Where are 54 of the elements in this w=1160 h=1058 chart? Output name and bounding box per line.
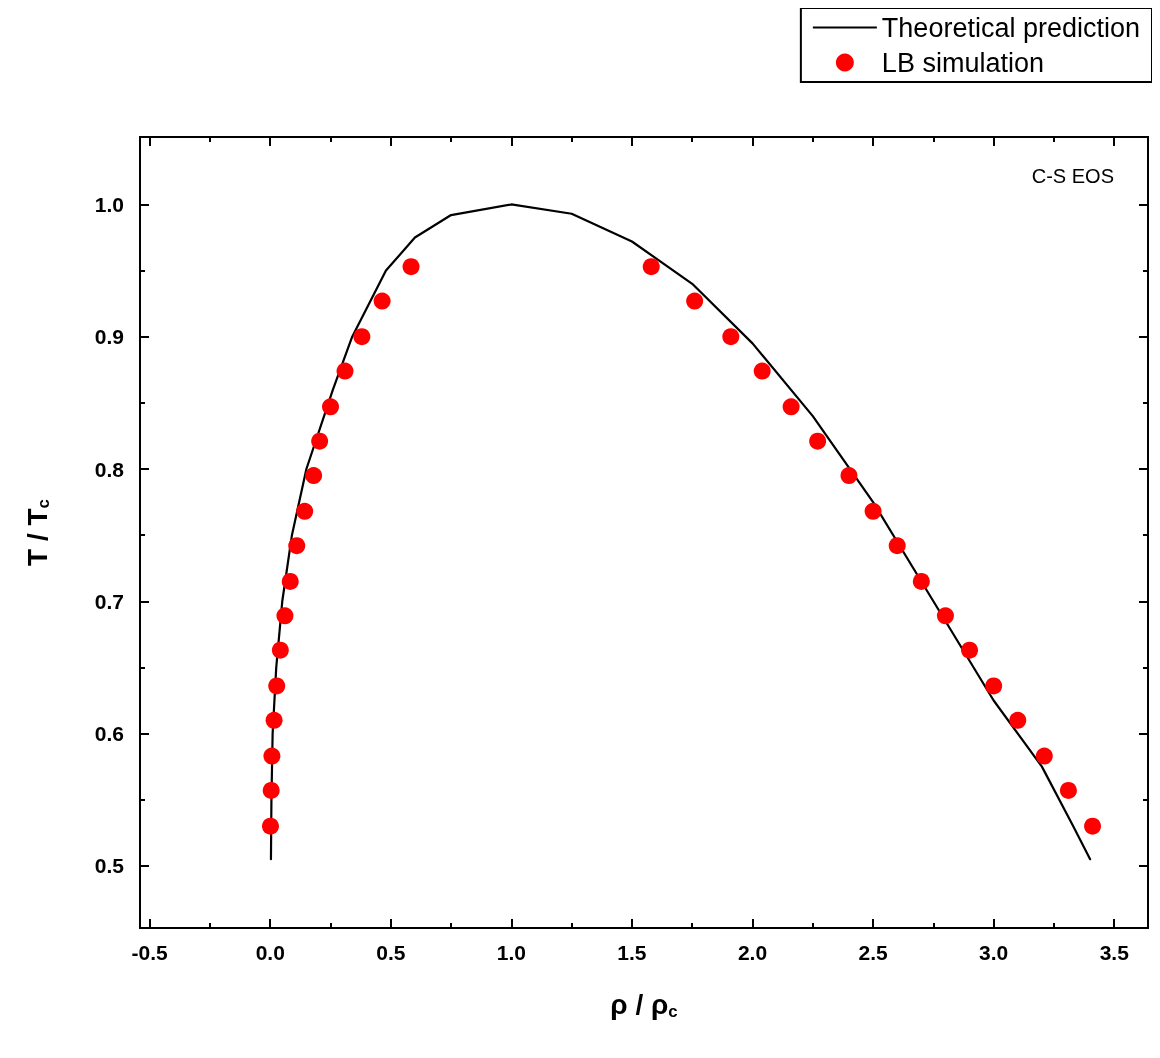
y-axis-title: T / Tc — [21, 499, 53, 566]
point — [753, 362, 771, 380]
point — [1035, 747, 1053, 765]
point — [936, 607, 954, 625]
y-tick-label: 0.7 — [94, 589, 124, 613]
x-tick-label: -0.5 — [131, 941, 169, 964]
x-tick-label: 2.0 — [737, 941, 768, 964]
point — [322, 398, 340, 416]
point — [642, 258, 660, 276]
x-tick-label: 1.0 — [496, 941, 526, 964]
point — [373, 292, 391, 310]
point — [305, 467, 323, 485]
x-tick-label: 3.5 — [1099, 941, 1130, 964]
point — [263, 747, 281, 765]
point — [353, 328, 371, 346]
point — [265, 711, 283, 729]
point — [1084, 817, 1102, 835]
legend-label: LB simulation — [881, 47, 1044, 78]
point — [281, 572, 299, 590]
x-tick-label: 0.0 — [255, 941, 285, 964]
legend-label: Theoretical prediction — [881, 12, 1141, 43]
point — [402, 258, 420, 276]
point — [864, 502, 882, 520]
point — [782, 398, 800, 416]
x-tick-label: 0.5 — [376, 941, 406, 964]
point — [261, 817, 279, 835]
point — [722, 328, 740, 346]
point — [1059, 781, 1077, 799]
point — [686, 292, 704, 310]
point — [296, 502, 314, 520]
point — [912, 572, 930, 590]
point — [840, 467, 858, 485]
point — [1009, 711, 1027, 729]
x-tick-label: 1.5 — [617, 941, 647, 964]
y-tick-label: 1.0 — [94, 192, 124, 216]
y-tick-label: 0.5 — [94, 854, 125, 878]
point — [276, 607, 294, 625]
x-tick-label: 2.5 — [858, 941, 888, 964]
point — [985, 677, 1003, 695]
point — [961, 641, 979, 659]
point — [336, 362, 354, 380]
y-tick-label: 0.6 — [94, 722, 124, 746]
y-tick-label: 0.8 — [94, 457, 125, 481]
point — [262, 781, 280, 799]
point — [888, 537, 906, 555]
point — [271, 641, 289, 659]
point — [311, 432, 329, 450]
y-tick-label: 0.9 — [94, 325, 124, 349]
point — [809, 432, 827, 450]
point — [268, 677, 286, 695]
x-axis-title: ρ / ρc — [610, 989, 678, 1021]
point — [288, 537, 306, 555]
annotation: C-S EOS — [1031, 165, 1115, 187]
x-tick-label: 3.0 — [979, 941, 1009, 964]
